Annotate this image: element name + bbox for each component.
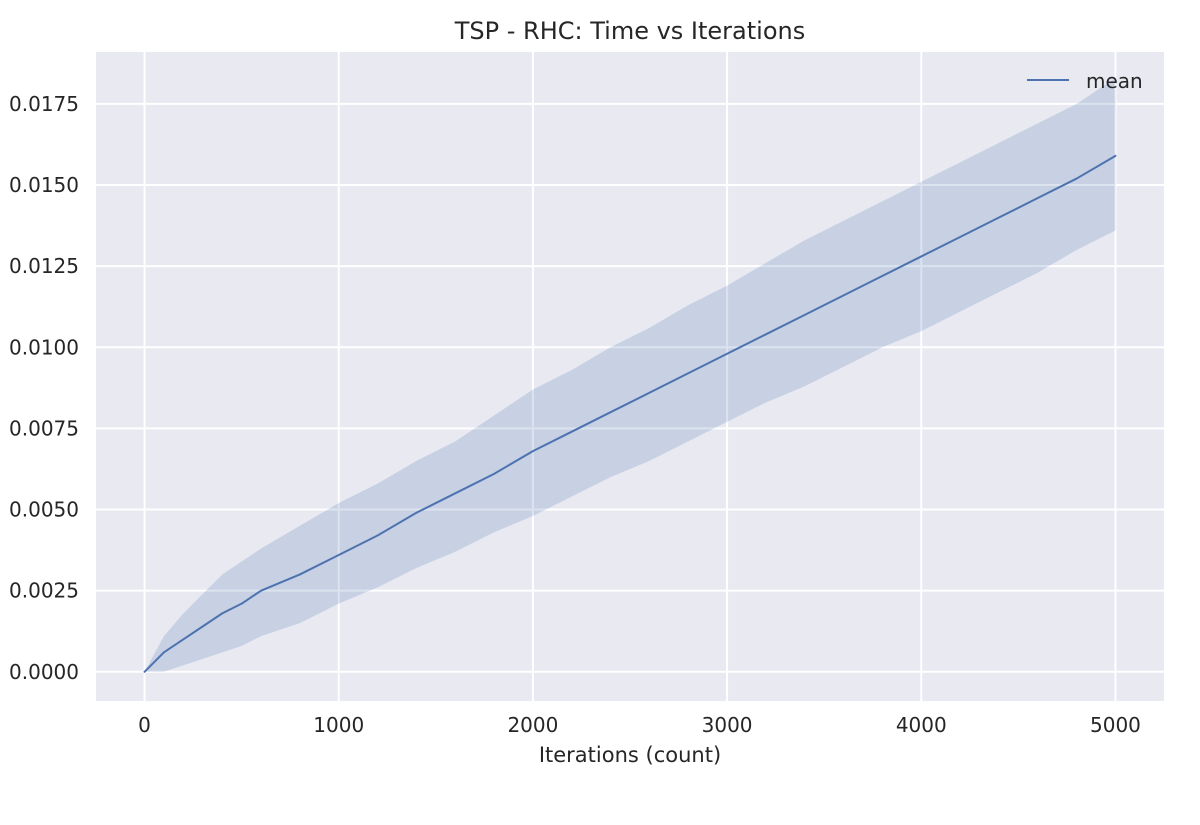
x-tick-label: 4000: [896, 713, 947, 737]
y-tick-label: 0.0025: [9, 579, 79, 603]
y-tick-label: 0.0000: [9, 660, 79, 684]
x-tick-label: 2000: [507, 713, 558, 737]
y-tick-labels: 0.0000 0.0025 0.0050 0.0075 0.0100 0.0125 0.01…: [9, 92, 79, 684]
y-tick-label: 0.0125: [9, 254, 79, 278]
mean-series-line: [143, 154, 1117, 673]
x-tick-label: 1000: [313, 713, 364, 737]
mean-line-layer: [143, 154, 1117, 673]
plot-background: [96, 52, 1164, 701]
y-tick-label: 0.0150: [9, 173, 79, 197]
x-tick-label: 3000: [702, 713, 753, 737]
chart-title: TSP - RHC: Time vs Iterations: [454, 17, 805, 45]
confidence-band-layer: [144, 77, 1116, 672]
legend-label-mean: mean: [1086, 69, 1143, 93]
y-tick-label: 0.0100: [9, 335, 79, 359]
y-tick-label: 0.0175: [9, 92, 79, 116]
y-tick-label: 0.0075: [9, 416, 79, 440]
y-tick-label: 0.0050: [9, 498, 79, 522]
x-tick-labels: 0 1000 2000 3000 4000 5000: [138, 713, 1141, 737]
legend: mean: [1027, 69, 1143, 93]
grid-lines: [96, 52, 1164, 701]
mean-confidence-band: [144, 77, 1116, 672]
x-axis-title: Iterations (count): [539, 743, 721, 767]
x-tick-label: 5000: [1090, 713, 1141, 737]
x-tick-label: 0: [138, 713, 151, 737]
